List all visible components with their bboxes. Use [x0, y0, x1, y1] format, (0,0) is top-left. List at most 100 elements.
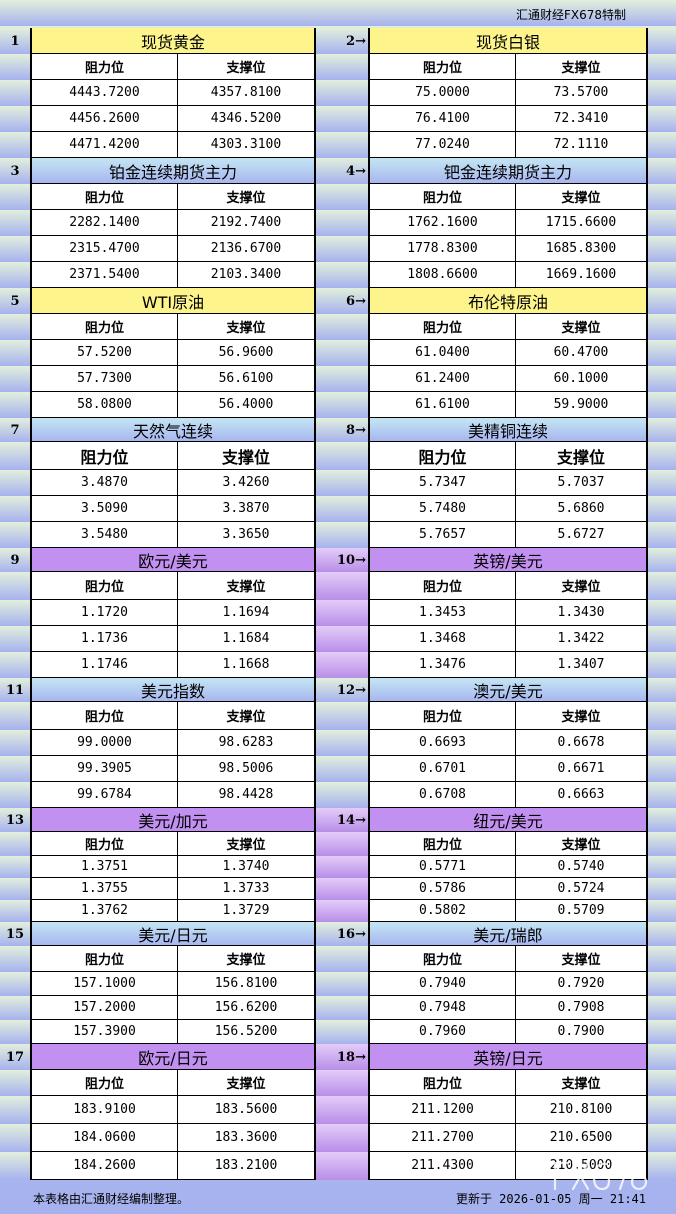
- support-header: 支撑位: [516, 442, 648, 470]
- block-row: 57.7300 56.6100 61.2400 60.1000: [0, 366, 676, 392]
- block-row: 15 美元/日元 16→ 美元/瑞郎: [0, 922, 676, 946]
- gap-stripe: [316, 626, 368, 652]
- side-stripe: [0, 314, 30, 340]
- side-stripe: [648, 158, 676, 184]
- block-number: 2→: [346, 33, 366, 49]
- side-stripe: [648, 782, 676, 808]
- support-header: 支撑位: [178, 572, 316, 600]
- resistance-value: 1.3453: [368, 600, 516, 626]
- instrument-title: 现货黄金: [30, 28, 316, 54]
- side-stripe: [0, 832, 30, 856]
- block-row: 157.1000 156.8100 0.7940 0.7920: [0, 972, 676, 996]
- instrument-title: 澳元/美元: [368, 678, 648, 702]
- block-row: 157.2000 156.6200 0.7948 0.7908: [0, 996, 676, 1020]
- resistance-value: 3.5480: [30, 522, 178, 548]
- support-value: 210.6500: [516, 1124, 648, 1152]
- support-header: 支撑位: [516, 572, 648, 600]
- block-row: 99.3905 98.5006 0.6701 0.6671: [0, 756, 676, 782]
- side-stripe: [648, 54, 676, 80]
- resistance-value: 5.7480: [368, 496, 516, 522]
- block-row: 13 美元/加元 14→ 纽元/美元: [0, 808, 676, 832]
- instrument-title: 布伦特原油: [368, 288, 648, 314]
- footer-note: 本表格由汇通财经编制整理。: [33, 1192, 190, 1206]
- side-stripe: [648, 878, 676, 900]
- resistance-value: 57.7300: [30, 366, 178, 392]
- block-row: 7 天然气连续 8→ 美精铜连续: [0, 418, 676, 442]
- resistance-value: 0.5786: [368, 878, 516, 900]
- instrument-title: 英镑/美元: [368, 548, 648, 572]
- gap-stripe: [316, 1152, 368, 1180]
- side-stripe: [0, 288, 30, 314]
- side-stripe: [648, 184, 676, 210]
- support-value: 72.3410: [516, 106, 648, 132]
- support-value: 210.5000: [516, 1152, 648, 1180]
- resistance-value: 99.6784: [30, 782, 178, 808]
- support-value: 5.7037: [516, 470, 648, 496]
- block-row: 阻力位 支撑位 阻力位 支撑位: [0, 832, 676, 856]
- gap-stripe: [316, 946, 368, 972]
- resistance-header: 阻力位: [30, 572, 178, 600]
- side-stripe: [648, 756, 676, 782]
- resistance-value: 4471.4200: [30, 132, 178, 158]
- footer: 本表格由汇通财经编制整理。 更新于 2026-01-05 周一 21:41: [0, 1182, 676, 1214]
- resistance-value: 1.3762: [30, 900, 178, 922]
- block-row: 3.4870 3.4260 5.7347 5.7037: [0, 470, 676, 496]
- side-stripe: [648, 626, 676, 652]
- support-value: 3.3870: [178, 496, 316, 522]
- resistance-value: 1762.1600: [368, 210, 516, 236]
- block-row: 3.5480 3.3650 5.7657 5.6727: [0, 522, 676, 548]
- block-row: 阻力位 支撑位 阻力位 支撑位: [0, 442, 676, 470]
- side-stripe: [648, 28, 676, 54]
- block-number: 5: [10, 293, 20, 309]
- support-header: 支撑位: [178, 702, 316, 730]
- resistance-value: 183.9100: [30, 1096, 178, 1124]
- support-value: 0.5724: [516, 878, 648, 900]
- support-header: 支撑位: [178, 442, 316, 470]
- resistance-value: 3.4870: [30, 470, 178, 496]
- resistance-value: 77.0240: [368, 132, 516, 158]
- block-number: 16→: [337, 926, 366, 942]
- support-value: 0.5740: [516, 856, 648, 878]
- support-value: 59.9000: [516, 392, 648, 418]
- block-number: 4→: [346, 163, 366, 179]
- gap-stripe: [316, 262, 368, 288]
- gap-stripe: [316, 158, 368, 184]
- block-number: 11: [5, 682, 25, 698]
- gap-stripe: [316, 1020, 368, 1044]
- side-stripe: [0, 442, 30, 470]
- gap-stripe: [316, 878, 368, 900]
- update-time: 更新于 2026-01-05 周一 21:41: [455, 1192, 646, 1206]
- side-stripe: [648, 808, 676, 832]
- instrument-title: 欧元/美元: [30, 548, 316, 572]
- gap-stripe: [316, 900, 368, 922]
- support-value: 156.8100: [178, 972, 316, 996]
- resistance-header: 阻力位: [30, 702, 178, 730]
- side-stripe: [648, 340, 676, 366]
- resistance-value: 0.7940: [368, 972, 516, 996]
- support-value: 5.6860: [516, 496, 648, 522]
- block-row: 1.1736 1.1684 1.3468 1.3422: [0, 626, 676, 652]
- side-stripe: [648, 1096, 676, 1124]
- support-header: 支撑位: [178, 54, 316, 80]
- resistance-header: 阻力位: [368, 54, 516, 80]
- resistance-header: 阻力位: [368, 1070, 516, 1096]
- support-header: 支撑位: [516, 946, 648, 972]
- gap-stripe: [316, 782, 368, 808]
- gap-stripe: [316, 572, 368, 600]
- resistance-value: 76.4100: [368, 106, 516, 132]
- side-stripe: [648, 900, 676, 922]
- block-row: 3 铂金连续期货主力 4→ 钯金连续期货主力: [0, 158, 676, 184]
- resistance-header: 阻力位: [30, 946, 178, 972]
- support-value: 0.6678: [516, 730, 648, 756]
- side-stripe: [648, 132, 676, 158]
- resistance-value: 99.3905: [30, 756, 178, 782]
- block-row: 58.0800 56.4000 61.6100 59.9000: [0, 392, 676, 418]
- side-stripe: [0, 496, 30, 522]
- side-stripe: [0, 28, 30, 54]
- support-value: 1.3407: [516, 652, 648, 678]
- block-row: 阻力位 支撑位 阻力位 支撑位: [0, 1070, 676, 1096]
- support-value: 1.3422: [516, 626, 648, 652]
- support-value: 1.3733: [178, 878, 316, 900]
- block-row: 阻力位 支撑位 阻力位 支撑位: [0, 946, 676, 972]
- resistance-value: 61.0400: [368, 340, 516, 366]
